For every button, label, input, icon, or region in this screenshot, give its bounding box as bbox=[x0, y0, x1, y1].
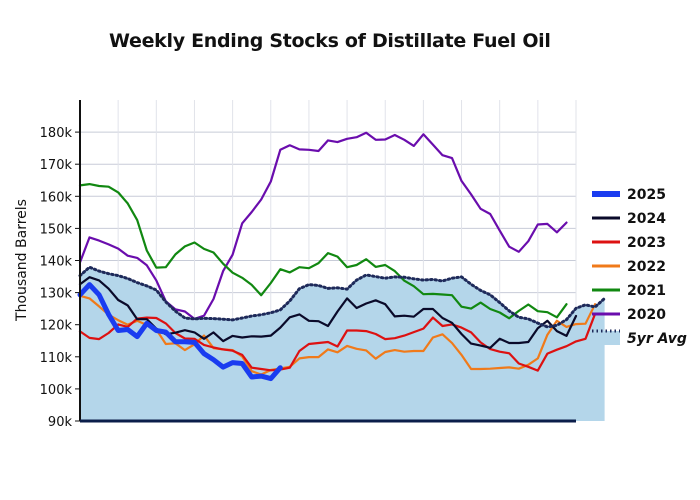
y-tick-label: 130k bbox=[40, 287, 73, 302]
y-tick-label: 170k bbox=[40, 158, 73, 173]
y-tick-label: 140k bbox=[40, 255, 73, 270]
series-line-5yr-avg bbox=[78, 265, 607, 329]
legend-label-2022: 2022 bbox=[627, 259, 666, 275]
series-lines bbox=[77, 131, 607, 382]
legend: 2025 2024 2023 2022 2021 2020 5yr Avg bbox=[592, 187, 687, 347]
series-line-2023 bbox=[78, 312, 597, 372]
legend-label-2021: 2021 bbox=[627, 283, 666, 299]
series-area-5yr-avg bbox=[80, 267, 605, 421]
series-line-2021 bbox=[78, 183, 568, 320]
series-line-2022 bbox=[78, 294, 597, 376]
legend-label-2020: 2020 bbox=[627, 307, 666, 323]
legend-label-2023: 2023 bbox=[627, 235, 666, 251]
chart-title: Weekly Ending Stocks of Distillate Fuel … bbox=[109, 30, 551, 52]
y-tick-label: 150k bbox=[40, 222, 73, 237]
y-tick-label: 120k bbox=[40, 319, 73, 334]
legend-swatch-5yr-avg bbox=[592, 331, 620, 345]
legend-label-5yr-avg: 5yr Avg bbox=[627, 331, 687, 347]
series-line-2025 bbox=[77, 282, 283, 382]
y-tick-label: 160k bbox=[40, 190, 73, 205]
y-tick-label: 90k bbox=[48, 415, 73, 430]
series-line-2020 bbox=[78, 131, 568, 320]
y-axis-label: Thousand Barrels bbox=[14, 199, 30, 322]
avg-area bbox=[80, 267, 605, 421]
y-tick-labels: 90k 100k 110k 120k 130k 140k 150k 160k 170k 180k bbox=[40, 126, 80, 430]
legend-label-2024: 2024 bbox=[627, 211, 666, 227]
y-tick-label: 180k bbox=[40, 126, 73, 141]
legend-label-2025: 2025 bbox=[627, 187, 666, 203]
y-tick-label: 100k bbox=[40, 383, 73, 398]
y-tick-label: 110k bbox=[40, 351, 73, 366]
